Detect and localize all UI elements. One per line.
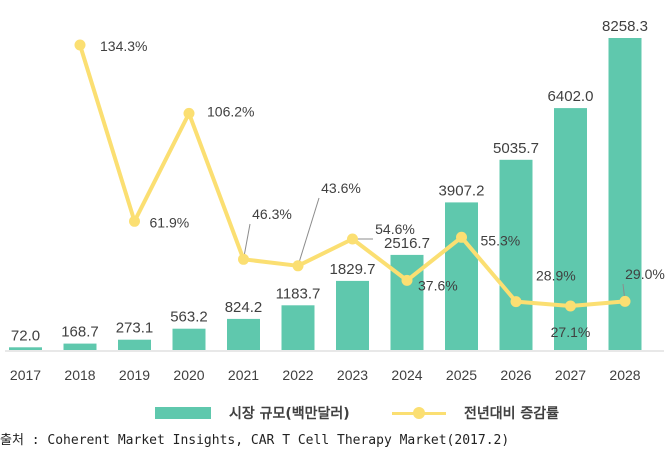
x-tick-2026: 2026	[500, 367, 531, 383]
bar-2021	[227, 318, 260, 350]
bar-value-label-2024: 2516.7	[384, 235, 430, 252]
bar-2020	[172, 328, 206, 350]
x-tick-2025: 2025	[446, 367, 477, 383]
growth-point-2018	[74, 39, 86, 51]
bar-2019	[118, 339, 151, 350]
growth-point-2028	[619, 295, 631, 307]
bar-2025	[445, 202, 478, 350]
growth-point-2019	[129, 215, 140, 227]
growth-value-label-2023: 54.6%	[375, 221, 415, 237]
x-tick-labels: 2017 2018 2019 2020 2021 2022 2023 2024 2025 2026…	[10, 367, 641, 383]
bar-value-label-2017: 72.0	[11, 327, 40, 344]
growth-value-label-2028: 29.0%	[625, 266, 665, 282]
legend-item-market-size: 시장 규모(백만달러)	[155, 402, 350, 424]
growth-point-2023	[347, 233, 358, 245]
bar-value-label-2025: 3907.2	[439, 182, 485, 199]
source-note: 출처 : Coherent Market Insights, CAR T Cel…	[0, 433, 510, 448]
growth-value-label-2018: 134.3%	[100, 38, 147, 54]
leader-line-2021	[243, 223, 251, 260]
x-tick-2028: 2028	[609, 367, 640, 383]
bar-value-label-2018: 168.7	[61, 324, 99, 341]
legend-bar-swatch	[155, 407, 211, 419]
growth-point-2026	[510, 296, 522, 308]
growth-value-label-2022: 43.6%	[321, 180, 361, 196]
legend-item-growth-rate: 전년대비 증감률	[392, 402, 559, 424]
growth-value-label-2026: 28.9%	[536, 268, 576, 284]
x-tick-2019: 2019	[119, 367, 150, 383]
growth-value-label-2025: 55.3%	[481, 232, 521, 248]
bar-value-label-2026: 5035.7	[493, 140, 539, 157]
growth-point-2025	[456, 231, 467, 243]
growth-value-label-2027: 27.1%	[551, 324, 591, 340]
growth-line-layer	[74, 39, 631, 312]
bar-labels-layer: 72.0 168.7 273.1 563.2 824.2 1183.7 1829.7 2516…	[11, 18, 648, 344]
growth-point-2024	[401, 274, 413, 286]
growth-point-2027	[565, 300, 576, 312]
bar-2022	[281, 305, 315, 350]
growth-value-label-2021: 46.3%	[252, 206, 292, 222]
bar-2026	[499, 159, 533, 350]
legend-label-growth-rate: 전년대비 증감률	[464, 406, 560, 422]
x-tick-2027: 2027	[555, 367, 586, 383]
chart: 72.0 168.7 273.1 563.2 824.2 1183.7 1829.7 2516…	[5, 18, 665, 383]
growth-value-label-2019: 61.9%	[150, 214, 190, 230]
bar-2027	[554, 108, 587, 350]
x-tick-2024: 2024	[391, 367, 422, 383]
x-tick-2023: 2023	[337, 367, 368, 383]
growth-value-label-2024: 37.6%	[418, 277, 458, 293]
x-tick-2022: 2022	[282, 367, 313, 383]
bar-value-label-2022: 1183.7	[276, 285, 321, 302]
bar-value-label-2027: 6402.0	[548, 88, 594, 105]
x-tick-2021: 2021	[228, 367, 259, 383]
growth-value-label-2020: 106.2%	[207, 103, 254, 119]
bar-value-label-2020: 563.2	[170, 309, 208, 326]
percent-labels-layer: 134.3% 61.9% 106.2% 46.3% 43.6% 54.6% 37.6% 55.…	[100, 38, 665, 340]
legend: 시장 규모(백만달러) 전년대비 증감률	[155, 402, 655, 424]
legend-label-market-size: 시장 규모(백만달러)	[229, 406, 350, 422]
growth-point-2021	[238, 253, 249, 265]
bar-value-label-2019: 273.1	[116, 320, 154, 337]
bar-value-label-2028: 8258.3	[602, 18, 648, 35]
x-tick-2017: 2017	[10, 367, 41, 383]
bar-2023	[336, 280, 369, 350]
growth-point-2022	[292, 260, 304, 272]
growth-point-2020	[183, 107, 195, 119]
bar-value-label-2023: 1829.7	[330, 261, 376, 278]
bar-2018	[63, 343, 97, 350]
leader-line-2022	[297, 197, 320, 266]
bar-2017	[9, 347, 42, 350]
x-tick-2018: 2018	[64, 367, 95, 383]
bar-value-label-2021: 824.2	[225, 299, 263, 316]
x-tick-2020: 2020	[173, 367, 204, 383]
legend-line-swatch	[392, 407, 446, 419]
